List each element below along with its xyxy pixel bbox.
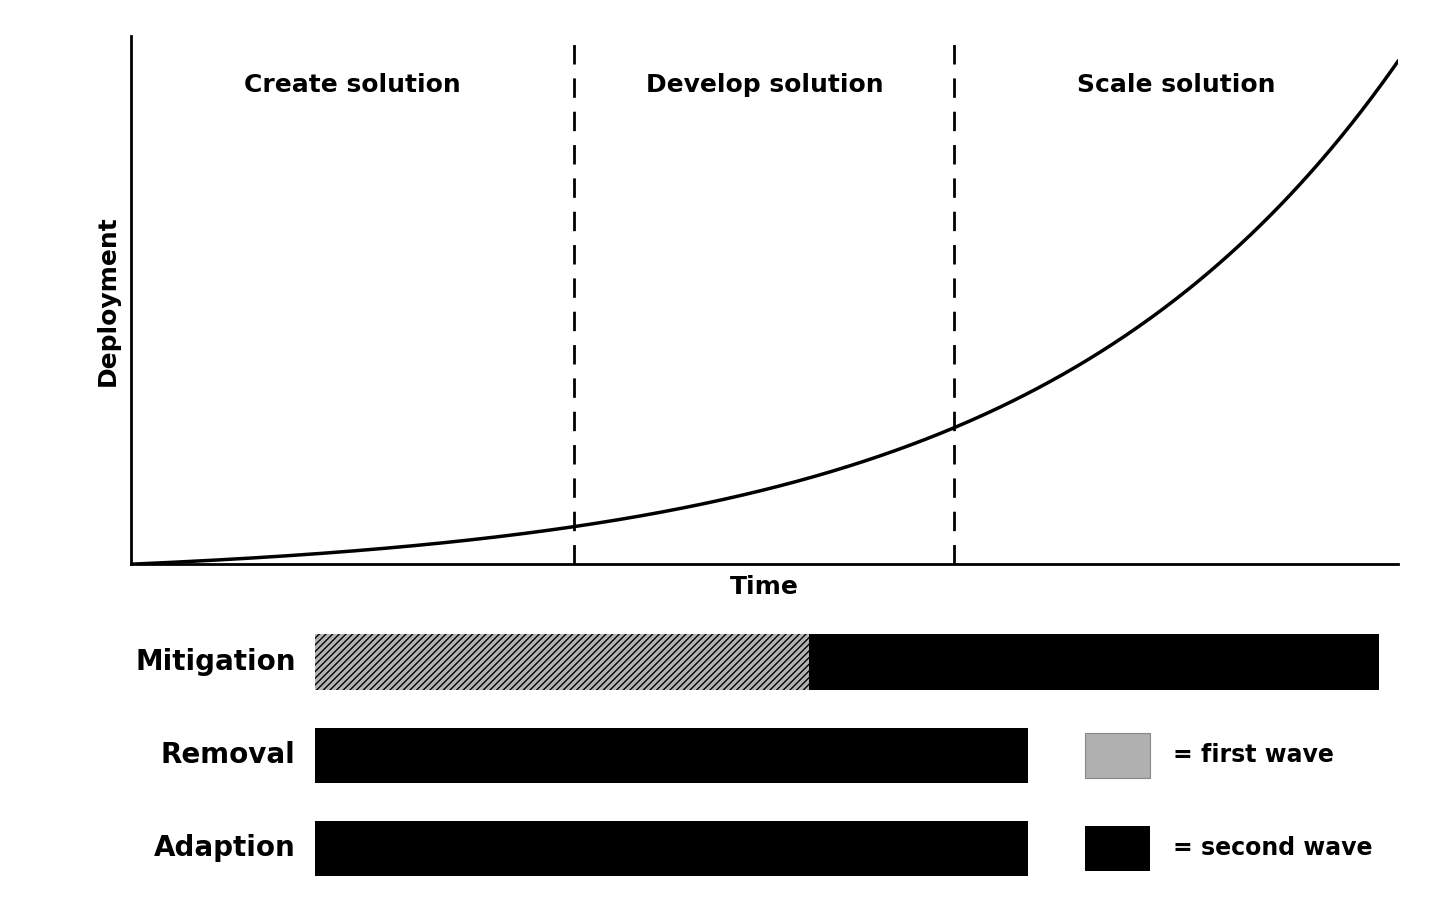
Text: Removal: Removal (162, 742, 296, 769)
Bar (314, 634, 810, 690)
Text: Scale solution: Scale solution (1077, 74, 1275, 97)
Y-axis label: Deployment: Deployment (96, 215, 119, 386)
Text: Develop solution: Develop solution (645, 74, 884, 97)
Bar (1085, 733, 1150, 778)
Text: = first wave: = first wave (1174, 743, 1334, 767)
Text: = second wave: = second wave (1174, 836, 1373, 861)
Text: Create solution: Create solution (245, 74, 462, 97)
Text: Adaption: Adaption (154, 834, 296, 863)
Bar (810, 634, 1379, 690)
X-axis label: Time: Time (729, 575, 799, 600)
Bar (314, 634, 810, 690)
Text: Mitigation: Mitigation (135, 648, 296, 676)
Bar (314, 728, 1028, 783)
Bar (314, 821, 1028, 876)
Bar (1085, 825, 1150, 871)
